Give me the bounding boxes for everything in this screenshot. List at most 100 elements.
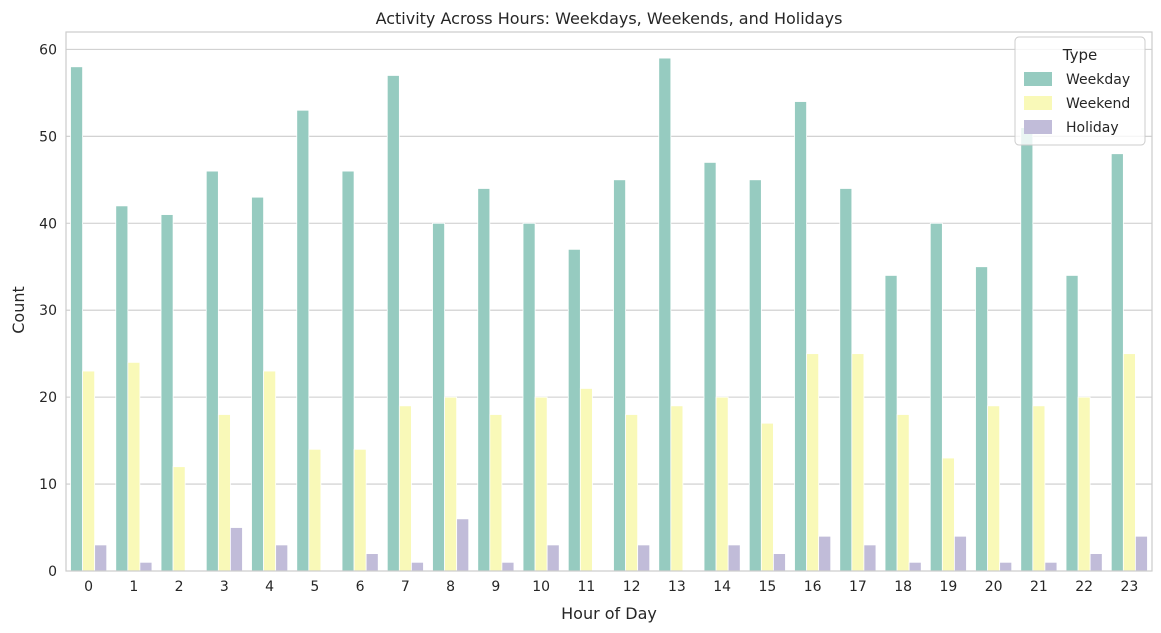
x-tick-label: 21 xyxy=(1030,579,1048,595)
bar-holiday-hour-18 xyxy=(908,561,922,572)
gridlines xyxy=(66,48,1152,572)
chart-title: Activity Across Hours: Weekdays, Weekend… xyxy=(376,9,843,28)
y-tick-label: 0 xyxy=(48,564,57,580)
legend-swatch-weekend xyxy=(1024,96,1052,110)
bar-holiday-hour-19 xyxy=(954,535,967,572)
bar-weekend-hour-17 xyxy=(851,353,865,572)
x-tick-label: 9 xyxy=(491,579,500,595)
bar-weekday-hour-19 xyxy=(929,222,943,572)
legend-swatch-holiday xyxy=(1024,120,1052,134)
bar-weekend-hour-22 xyxy=(1077,396,1091,572)
bar-weekend-hour-13 xyxy=(670,405,684,572)
bar-weekend-hour-0 xyxy=(82,370,96,572)
x-tick-label: 2 xyxy=(175,579,184,595)
bar-weekday-hour-21 xyxy=(1020,127,1034,572)
legend: Type Weekday Weekend Holiday xyxy=(1014,36,1146,146)
plot-frame xyxy=(65,31,1153,572)
bar-holiday-hour-14 xyxy=(727,544,741,572)
bar-holiday-hour-0 xyxy=(94,544,108,572)
bar-weekend-hour-16 xyxy=(806,353,820,572)
x-axis-label: Hour of Day xyxy=(561,604,657,623)
x-tick-label: 7 xyxy=(401,579,410,595)
bar-holiday-hour-17 xyxy=(863,544,877,572)
legend-label-weekend: Weekend xyxy=(1066,96,1130,112)
x-tick-label: 17 xyxy=(849,579,867,595)
x-tick-label: 18 xyxy=(894,579,912,595)
bar-weekend-hour-11 xyxy=(579,388,593,572)
bar-holiday-hour-8 xyxy=(456,518,470,572)
legend-swatch-weekday xyxy=(1024,72,1052,86)
bar-weekday-hour-16 xyxy=(794,101,807,572)
bar-weekend-hour-5 xyxy=(308,448,322,572)
bar-weekday-hour-6 xyxy=(341,170,355,572)
bar-weekend-hour-2 xyxy=(172,466,186,572)
bar-weekday-hour-7 xyxy=(386,75,400,572)
y-tick-label: 10 xyxy=(39,477,57,493)
bar-weekend-hour-20 xyxy=(987,405,1001,572)
legend-label-holiday: Holiday xyxy=(1066,120,1119,136)
bar-weekday-hour-11 xyxy=(567,248,581,572)
y-tick-label: 60 xyxy=(39,42,57,58)
bar-holiday-hour-6 xyxy=(365,553,379,572)
bars xyxy=(70,57,1148,572)
y-tick-label: 20 xyxy=(39,390,57,406)
bar-weekend-hour-14 xyxy=(715,396,729,572)
bar-weekend-hour-8 xyxy=(444,396,458,572)
x-tick-label: 4 xyxy=(265,579,274,595)
legend-title: Type xyxy=(1062,46,1097,64)
x-tick-label: 22 xyxy=(1075,579,1093,595)
x-tick-label: 14 xyxy=(713,579,731,595)
bar-weekday-hour-5 xyxy=(296,109,310,572)
x-tick-label: 15 xyxy=(758,579,776,595)
bar-weekend-hour-4 xyxy=(263,370,277,572)
bar-weekday-hour-0 xyxy=(70,66,83,572)
bar-weekend-hour-6 xyxy=(353,448,367,572)
bar-weekday-hour-3 xyxy=(205,170,219,572)
bar-weekday-hour-4 xyxy=(251,196,264,572)
bar-holiday-hour-3 xyxy=(230,527,243,572)
bar-weekday-hour-12 xyxy=(613,179,626,572)
plot-border xyxy=(65,31,1153,572)
bar-weekday-hour-22 xyxy=(1065,275,1079,572)
x-tick-label: 0 xyxy=(84,579,93,595)
bar-weekday-hour-17 xyxy=(839,188,853,572)
bar-weekday-hour-8 xyxy=(432,222,445,572)
bar-weekend-hour-18 xyxy=(896,414,910,572)
x-tick-label: 11 xyxy=(577,579,595,595)
bar-weekday-hour-15 xyxy=(748,179,762,572)
bar-holiday-hour-7 xyxy=(411,561,424,572)
y-tick-label: 40 xyxy=(39,216,57,232)
bar-weekday-hour-20 xyxy=(975,266,988,572)
bar-holiday-hour-22 xyxy=(1089,553,1103,572)
bar-weekend-hour-3 xyxy=(217,414,231,572)
bar-holiday-hour-10 xyxy=(546,544,560,572)
bar-weekday-hour-18 xyxy=(884,275,898,572)
x-tick-label: 20 xyxy=(985,579,1003,595)
x-tick-label: 16 xyxy=(804,579,822,595)
bar-weekday-hour-2 xyxy=(160,214,174,572)
legend-items: Weekday Weekend Holiday xyxy=(1024,72,1130,136)
bar-weekend-hour-19 xyxy=(941,457,955,572)
bar-holiday-hour-9 xyxy=(501,561,515,572)
legend-box xyxy=(1014,36,1146,146)
bar-weekend-hour-15 xyxy=(760,422,774,572)
bar-holiday-hour-1 xyxy=(139,561,153,572)
bar-holiday-hour-16 xyxy=(818,535,832,572)
bar-weekend-hour-10 xyxy=(534,396,548,572)
bar-weekday-hour-9 xyxy=(477,188,491,572)
x-tick-label: 5 xyxy=(310,579,319,595)
bar-weekend-hour-12 xyxy=(625,414,639,572)
x-tick-label: 6 xyxy=(356,579,365,595)
bar-weekday-hour-1 xyxy=(115,205,129,572)
x-tick-label: 13 xyxy=(668,579,686,595)
bar-holiday-hour-12 xyxy=(637,544,651,572)
bar-weekday-hour-13 xyxy=(658,57,672,572)
x-tick-label: 12 xyxy=(623,579,641,595)
y-tick-label: 30 xyxy=(39,303,57,319)
x-tick-label: 1 xyxy=(129,579,138,595)
x-tick-label: 8 xyxy=(446,579,455,595)
x-tick-label: 23 xyxy=(1120,579,1138,595)
